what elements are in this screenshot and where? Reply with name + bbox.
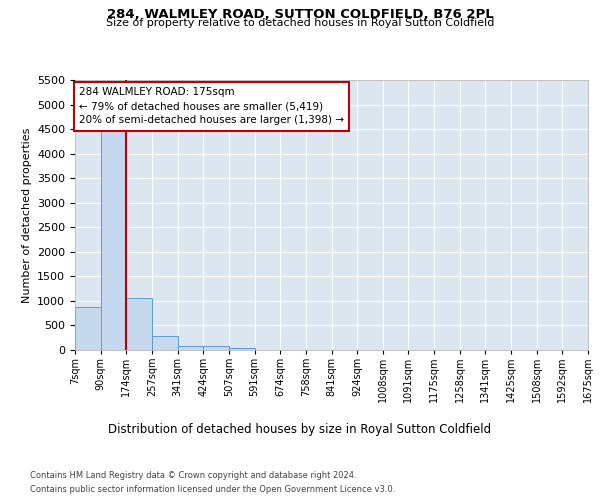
Text: 284, WALMLEY ROAD, SUTTON COLDFIELD, B76 2PL: 284, WALMLEY ROAD, SUTTON COLDFIELD, B76… — [107, 8, 493, 20]
Y-axis label: Number of detached properties: Number of detached properties — [22, 128, 32, 302]
Text: Contains public sector information licensed under the Open Government Licence v3: Contains public sector information licen… — [30, 485, 395, 494]
Bar — [127, 298, 152, 350]
Text: Size of property relative to detached houses in Royal Sutton Coldfield: Size of property relative to detached ho… — [106, 18, 494, 28]
Text: Distribution of detached houses by size in Royal Sutton Coldfield: Distribution of detached houses by size … — [109, 422, 491, 436]
Text: Contains HM Land Registry data © Crown copyright and database right 2024.: Contains HM Land Registry data © Crown c… — [30, 471, 356, 480]
Bar — [203, 346, 229, 350]
Text: 284 WALMLEY ROAD: 175sqm
← 79% of detached houses are smaller (5,419)
20% of sem: 284 WALMLEY ROAD: 175sqm ← 79% of detach… — [79, 88, 344, 126]
Bar — [178, 346, 203, 350]
Bar — [152, 336, 178, 350]
Bar — [229, 348, 254, 350]
Bar — [75, 307, 101, 350]
Bar — [101, 126, 127, 350]
